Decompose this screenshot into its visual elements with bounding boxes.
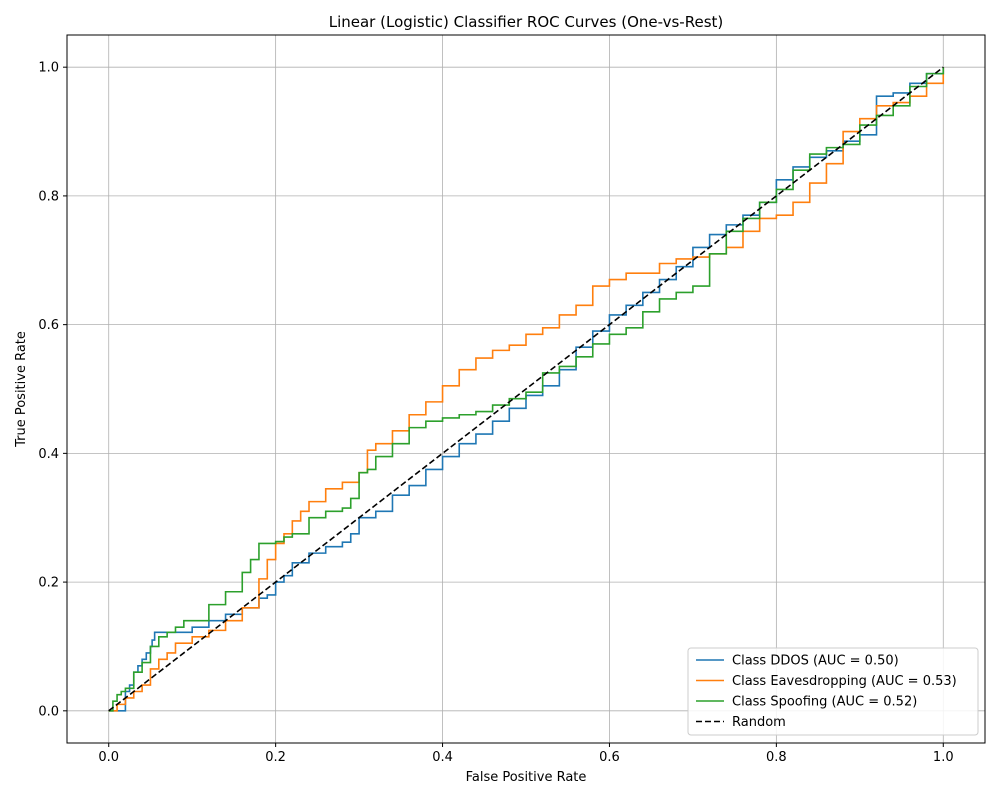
y-tick-label: 0.8	[38, 189, 59, 204]
series-line-3	[108, 66, 944, 712]
x-tick-label: 0.4	[432, 750, 453, 765]
legend-entry-3: Random	[732, 715, 786, 730]
x-tick-label: 0.0	[98, 750, 119, 765]
y-tick-label: 0.2	[38, 576, 59, 591]
y-tick-label: 0.4	[38, 447, 59, 462]
series-line-2	[108, 67, 945, 712]
y-tick-label: 1.0	[38, 61, 59, 76]
series-line-1	[108, 67, 945, 712]
chart-title: Linear (Logistic) Classifier ROC Curves …	[329, 13, 724, 31]
legend-entry-0: Class DDOS (AUC = 0.50)	[732, 654, 899, 669]
legend: Class DDOS (AUC = 0.50) Class Eavesdroppi…	[687, 647, 979, 736]
x-tick-label: 0.2	[265, 750, 286, 765]
grid	[67, 35, 985, 743]
y-tick-label: 0.6	[38, 318, 59, 333]
y-tick-label: 0.0	[38, 704, 59, 719]
x-tick-label: 1.0	[933, 750, 954, 765]
x-tick-label: 0.6	[599, 750, 620, 765]
series-group	[108, 66, 945, 712]
ticks: 0.0 0.2 0.4 0.6 0.8 1.0 0.0 0.2 0.4 0.6 0.8 1.0	[38, 61, 953, 765]
series-line-0	[108, 67, 945, 712]
legend-box	[687, 647, 979, 736]
legend-entry-2: Class Spoofing (AUC = 0.52)	[732, 695, 917, 710]
x-axis-label: False Positive Rate	[466, 770, 587, 785]
plot-frame	[66, 34, 986, 744]
x-tick-label: 0.8	[766, 750, 787, 765]
legend-entry-1: Class Eavesdropping (AUC = 0.53)	[732, 674, 957, 689]
y-axis-label: True Positive Rate	[14, 331, 29, 448]
